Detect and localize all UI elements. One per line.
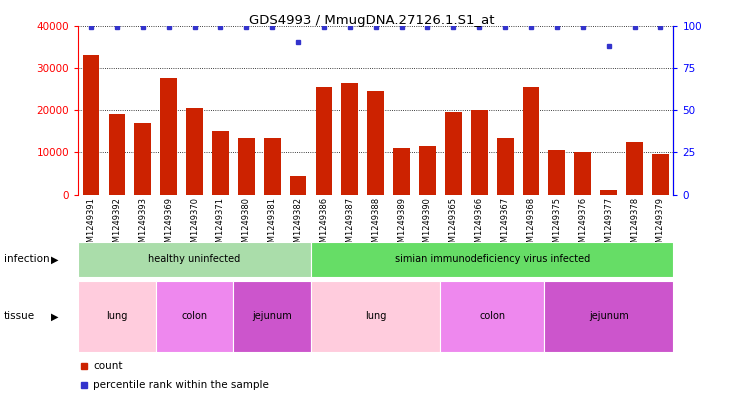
Bar	[522, 87, 539, 195]
Bar	[155, 281, 234, 352]
Text: ▶: ▶	[51, 254, 58, 264]
Bar	[311, 281, 440, 352]
Text: GSM1249366: GSM1249366	[475, 197, 484, 253]
Text: GSM1249389: GSM1249389	[397, 197, 406, 253]
Text: healthy uninfected: healthy uninfected	[149, 254, 241, 264]
Text: GSM1249382: GSM1249382	[294, 197, 303, 253]
Text: infection: infection	[4, 254, 49, 264]
Text: GSM1249371: GSM1249371	[216, 197, 225, 253]
Bar	[109, 114, 125, 195]
Text: GSM1249391: GSM1249391	[86, 197, 95, 253]
Text: GSM1249369: GSM1249369	[164, 197, 173, 253]
Bar	[238, 138, 254, 195]
Bar	[311, 242, 673, 277]
Bar	[78, 242, 311, 277]
Text: GSM1249386: GSM1249386	[319, 197, 328, 253]
Bar	[135, 123, 151, 195]
Bar	[440, 281, 544, 352]
Bar	[83, 55, 100, 195]
Text: ▶: ▶	[51, 311, 58, 321]
Bar	[186, 108, 203, 195]
Bar	[341, 83, 359, 195]
Bar	[626, 142, 643, 195]
Text: count: count	[93, 361, 123, 371]
Bar	[393, 148, 410, 195]
Text: GSM1249368: GSM1249368	[527, 197, 536, 253]
Text: GSM1249367: GSM1249367	[501, 197, 510, 253]
Text: GSM1249379: GSM1249379	[656, 197, 665, 253]
Bar	[471, 110, 487, 195]
Text: GSM1249388: GSM1249388	[371, 197, 380, 253]
Text: GSM1249380: GSM1249380	[242, 197, 251, 253]
Text: GSM1249387: GSM1249387	[345, 197, 354, 253]
Text: jejunum: jejunum	[589, 311, 629, 321]
Bar	[574, 152, 591, 195]
Text: tissue: tissue	[4, 311, 35, 321]
Bar	[78, 281, 155, 352]
Bar	[600, 190, 617, 195]
Text: GSM1249393: GSM1249393	[138, 197, 147, 253]
Text: GDS4993 / MmugDNA.27126.1.S1_at: GDS4993 / MmugDNA.27126.1.S1_at	[249, 14, 495, 27]
Text: lung: lung	[365, 311, 386, 321]
Text: GSM1249377: GSM1249377	[604, 197, 613, 253]
Bar	[234, 281, 311, 352]
Text: colon: colon	[479, 311, 505, 321]
Text: GSM1249390: GSM1249390	[423, 197, 432, 253]
Text: simian immunodeficiency virus infected: simian immunodeficiency virus infected	[394, 254, 590, 264]
Text: GSM1249375: GSM1249375	[552, 197, 562, 253]
Bar	[445, 112, 462, 195]
Bar	[264, 138, 280, 195]
Bar	[497, 138, 513, 195]
Text: GSM1249376: GSM1249376	[578, 197, 587, 253]
Bar	[548, 150, 565, 195]
Text: jejunum: jejunum	[252, 311, 292, 321]
Text: GSM1249392: GSM1249392	[112, 197, 121, 253]
Text: GSM1249381: GSM1249381	[268, 197, 277, 253]
Bar	[212, 131, 229, 195]
Bar	[419, 146, 436, 195]
Text: GSM1249370: GSM1249370	[190, 197, 199, 253]
Text: GSM1249378: GSM1249378	[630, 197, 639, 253]
Bar	[544, 281, 673, 352]
Text: percentile rank within the sample: percentile rank within the sample	[93, 380, 269, 390]
Bar	[368, 91, 384, 195]
Bar	[315, 87, 333, 195]
Text: GSM1249365: GSM1249365	[449, 197, 458, 253]
Bar	[289, 176, 307, 195]
Bar	[652, 154, 669, 195]
Text: lung: lung	[106, 311, 128, 321]
Text: colon: colon	[182, 311, 208, 321]
Bar	[160, 78, 177, 195]
